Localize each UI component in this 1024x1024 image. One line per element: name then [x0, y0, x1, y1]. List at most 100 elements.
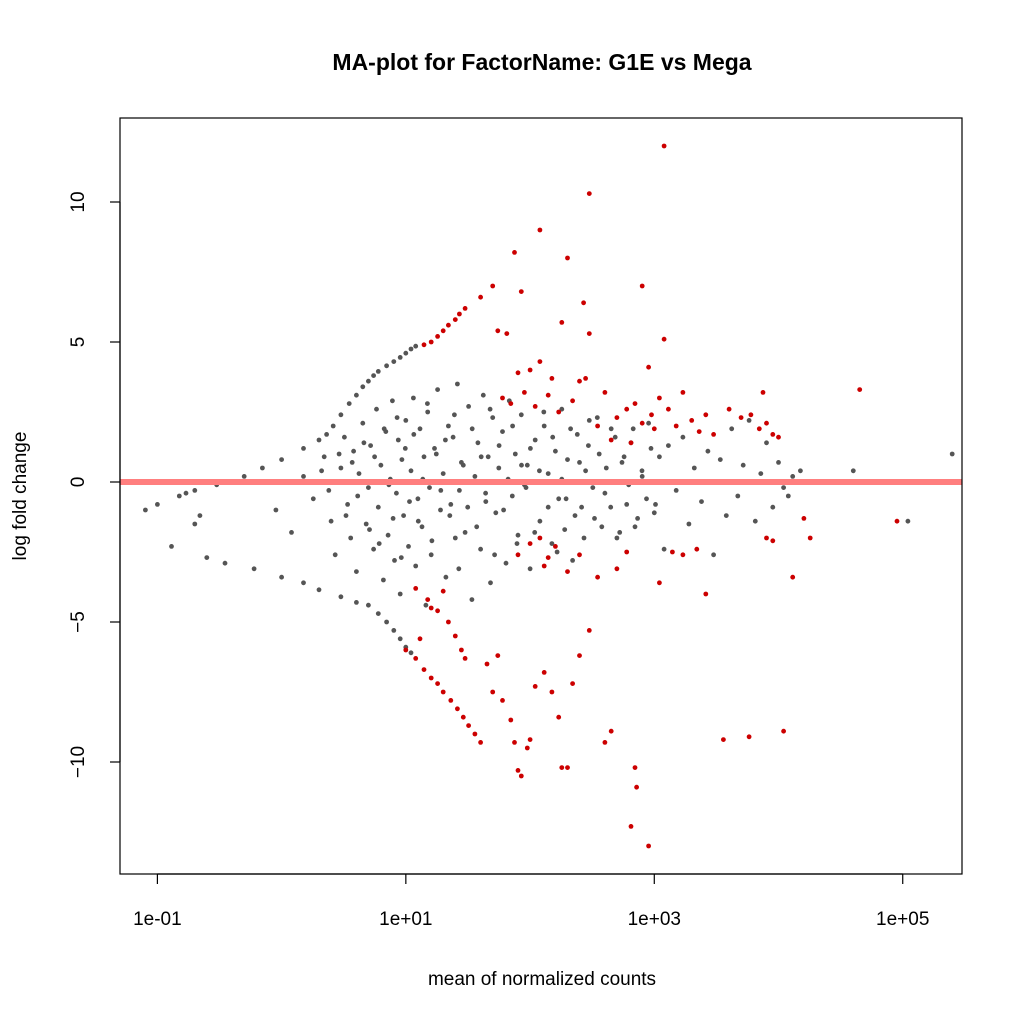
- data-point: [326, 488, 332, 493]
- significant-data-point: [586, 331, 592, 336]
- significant-data-point: [472, 731, 478, 737]
- significant-data-point: [457, 311, 462, 317]
- significant-data-point: [452, 317, 458, 322]
- data-point: [579, 504, 584, 510]
- data-point: [537, 518, 543, 524]
- data-point: [328, 518, 334, 524]
- y-tick-label: −5: [68, 611, 89, 633]
- data-point: [790, 474, 796, 479]
- data-point: [602, 490, 608, 496]
- data-point: [354, 600, 359, 605]
- x-tick-label: 1e+03: [628, 909, 681, 930]
- significant-data-point: [490, 283, 496, 289]
- data-point: [413, 343, 419, 349]
- significant-data-point: [403, 647, 409, 653]
- data-point: [621, 454, 627, 460]
- significant-data-point: [500, 698, 505, 703]
- data-point: [487, 406, 493, 412]
- data-point: [541, 423, 547, 429]
- data-point: [545, 471, 551, 476]
- significant-data-point: [570, 681, 575, 686]
- data-point: [523, 485, 529, 490]
- data-point: [705, 448, 711, 454]
- data-point: [408, 650, 414, 656]
- data-point: [345, 502, 350, 507]
- significant-data-point: [553, 544, 558, 549]
- data-point: [429, 538, 435, 544]
- data-point: [452, 535, 458, 541]
- data-point: [528, 446, 533, 451]
- significant-data-point: [657, 580, 662, 586]
- data-point: [354, 392, 359, 398]
- data-point: [492, 552, 497, 558]
- data-point: [241, 474, 247, 479]
- significant-data-point: [446, 619, 451, 625]
- significant-data-point: [537, 535, 543, 541]
- data-point: [419, 524, 425, 530]
- data-point: [338, 594, 344, 600]
- data-point: [781, 485, 786, 490]
- data-point: [577, 460, 582, 465]
- data-point: [349, 460, 355, 465]
- significant-data-point: [527, 367, 533, 373]
- significant-data-point: [559, 320, 565, 325]
- significant-data-point: [680, 390, 686, 395]
- data-point: [332, 552, 338, 558]
- data-point: [456, 566, 462, 572]
- data-point: [279, 457, 284, 462]
- significant-data-point: [532, 404, 538, 409]
- data-point: [375, 369, 381, 374]
- data-point: [440, 471, 446, 476]
- significant-data-point: [545, 555, 551, 560]
- significant-data-point: [537, 227, 543, 233]
- significant-data-point: [460, 714, 466, 720]
- data-point: [619, 460, 625, 465]
- data-point: [586, 418, 592, 423]
- significant-data-point: [581, 300, 586, 306]
- data-point: [372, 454, 377, 460]
- data-point: [355, 493, 361, 499]
- data-point: [485, 454, 491, 460]
- significant-data-point: [435, 608, 440, 614]
- data-point: [183, 490, 189, 496]
- significant-data-point: [680, 552, 686, 558]
- significant-data-point: [721, 737, 726, 742]
- significant-data-point: [413, 586, 419, 591]
- data-point: [301, 580, 306, 586]
- data-point: [729, 426, 735, 432]
- significant-data-point: [565, 765, 570, 770]
- data-point: [666, 443, 671, 448]
- data-point: [740, 462, 746, 468]
- data-point: [395, 437, 401, 443]
- data-point: [374, 406, 379, 412]
- significant-data-point: [776, 434, 781, 440]
- data-point: [717, 457, 723, 462]
- data-point: [397, 591, 403, 597]
- data-point: [723, 513, 729, 518]
- significant-data-point: [577, 552, 582, 558]
- data-point: [435, 387, 440, 392]
- data-point: [583, 468, 588, 474]
- x-tick-label: 1e-01: [133, 909, 182, 930]
- data-point: [343, 513, 349, 518]
- data-point: [316, 587, 322, 593]
- data-point: [798, 468, 803, 474]
- significant-data-point: [583, 376, 588, 381]
- data-point: [639, 468, 645, 474]
- significant-data-point: [459, 647, 464, 653]
- data-point: [450, 434, 456, 440]
- data-point: [432, 446, 437, 451]
- y-axis: −10 −5 0 5 10: [68, 191, 121, 778]
- significant-data-point: [500, 395, 505, 401]
- significant-data-point: [577, 653, 582, 658]
- data-point: [425, 401, 430, 406]
- significant-data-point: [565, 255, 570, 261]
- data-point: [483, 499, 489, 504]
- data-point: [324, 432, 329, 437]
- significant-data-point: [577, 378, 582, 384]
- data-point: [574, 432, 580, 437]
- significant-data-point: [764, 420, 769, 426]
- significant-data-point: [565, 569, 570, 574]
- data-point: [366, 602, 371, 608]
- data-point: [408, 346, 414, 352]
